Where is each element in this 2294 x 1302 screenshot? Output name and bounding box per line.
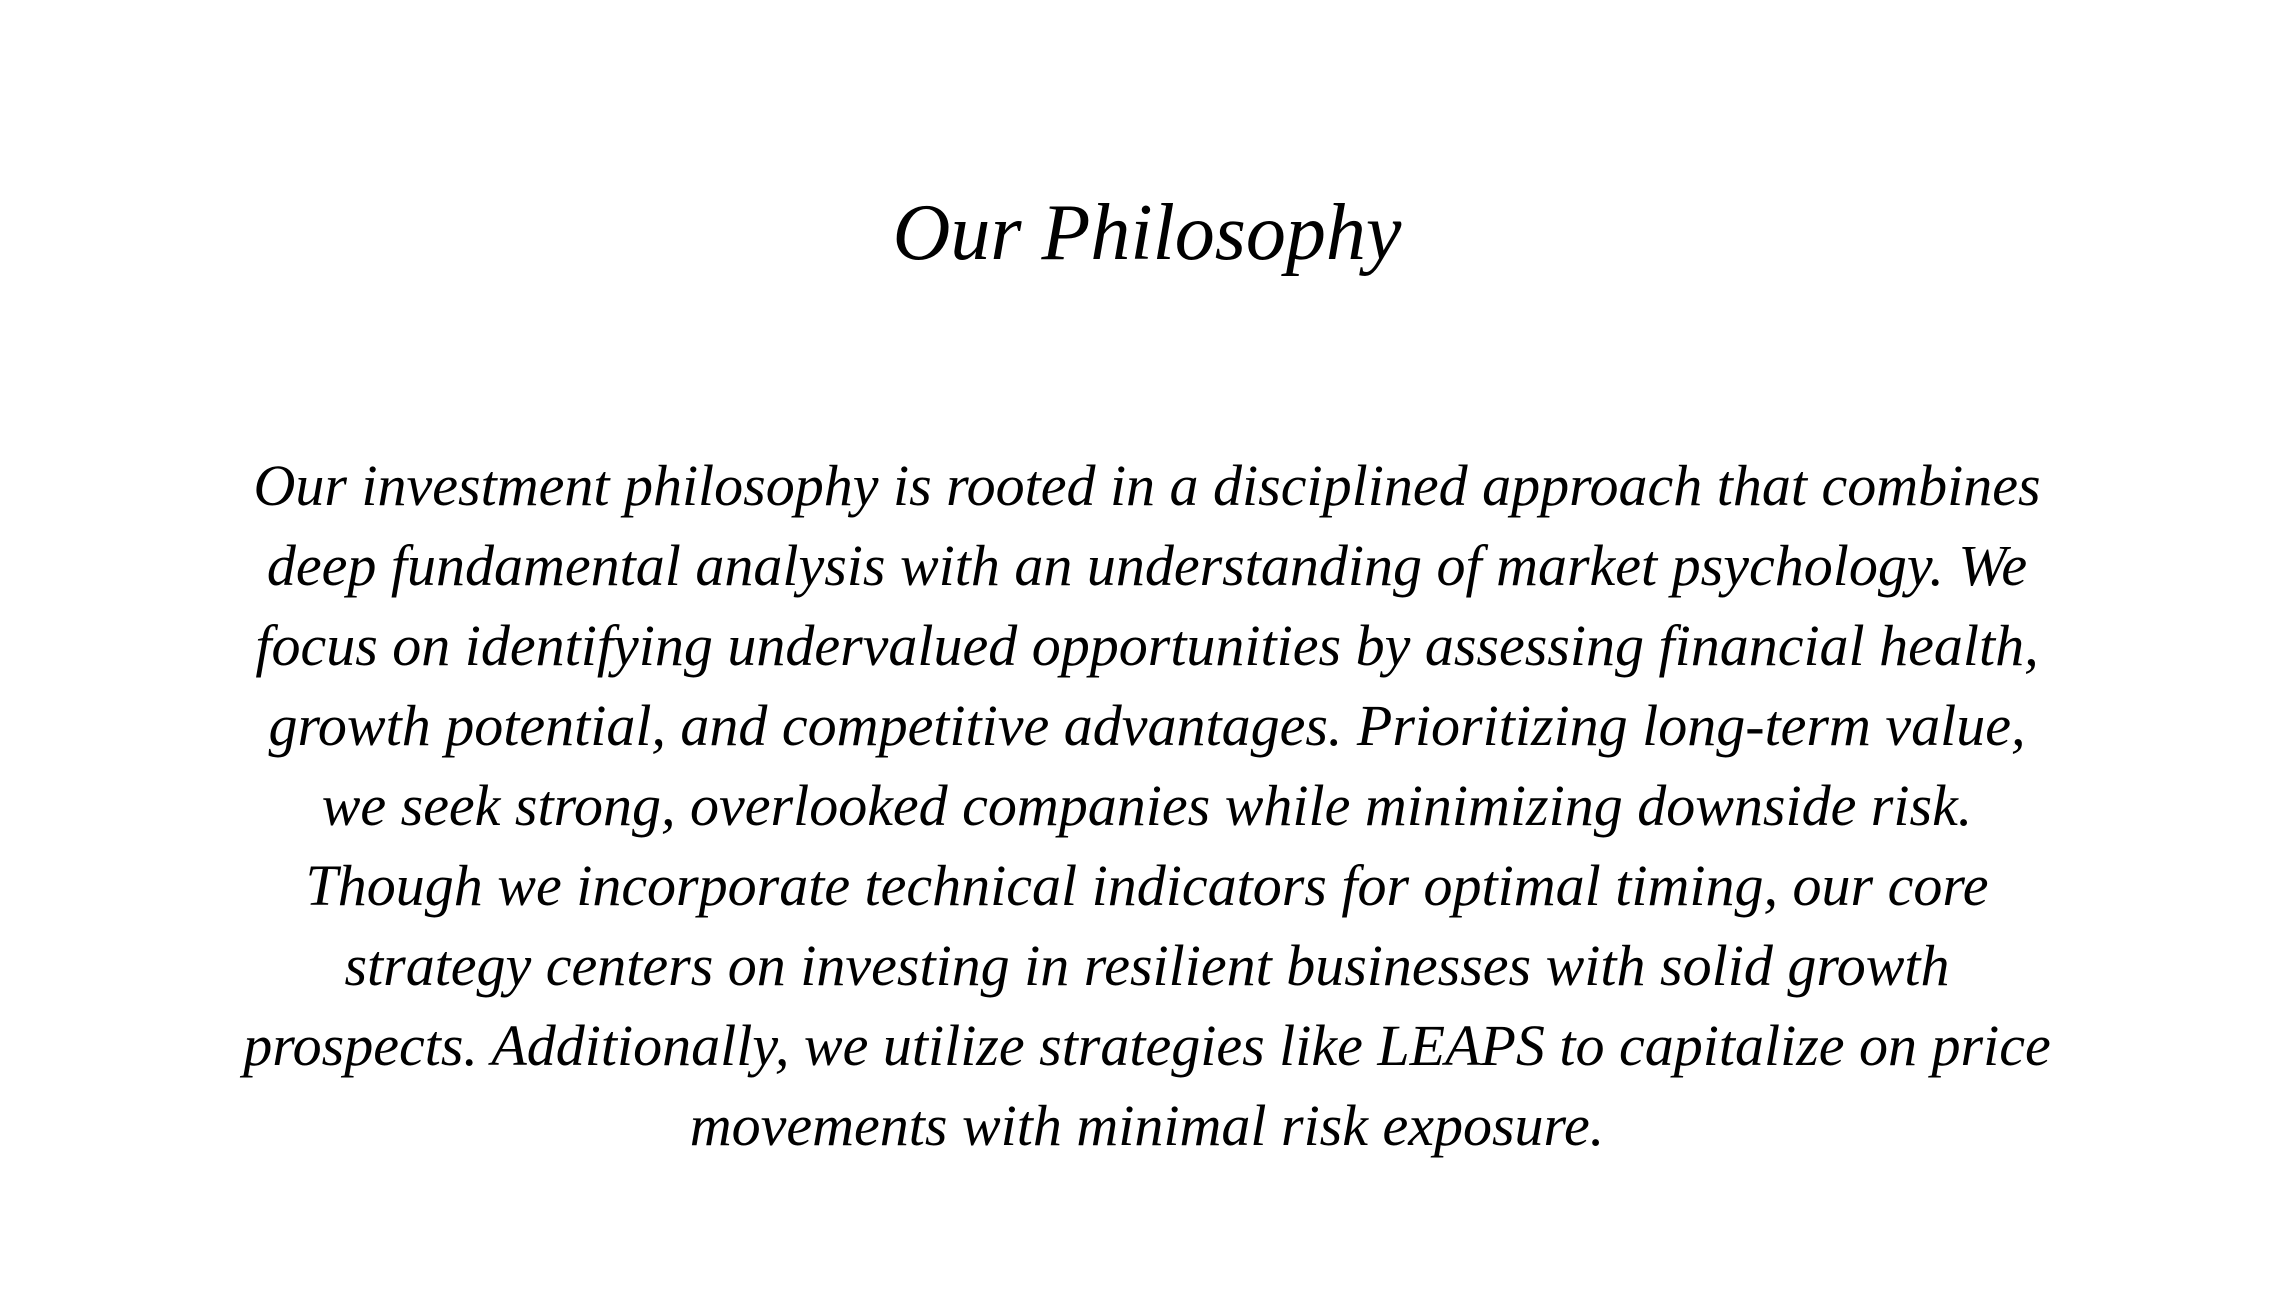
paragraph-line: growth potential, and competitive advant… xyxy=(268,693,2026,758)
paragraph-line: strategy centers on investing in resilie… xyxy=(344,933,1950,998)
paragraph-line: movements with minimal risk exposure. xyxy=(689,1093,1605,1158)
paragraph-line: we seek strong, overlooked companies whi… xyxy=(321,773,1973,838)
page-title: Our Philosophy xyxy=(892,189,1402,277)
paragraph-line: focus on identifying undervalued opportu… xyxy=(255,613,2039,678)
paragraph-line: prospects. Additionally, we utilize stra… xyxy=(243,1013,2051,1078)
philosophy-paragraph: Our investment philosophy is rooted in a… xyxy=(200,446,2094,1166)
paragraph-line: Though we incorporate technical indicato… xyxy=(305,853,1989,918)
paragraph-line: Our investment philosophy is rooted in a… xyxy=(253,453,2041,518)
paragraph-line: deep fundamental analysis with an unders… xyxy=(266,533,2028,598)
